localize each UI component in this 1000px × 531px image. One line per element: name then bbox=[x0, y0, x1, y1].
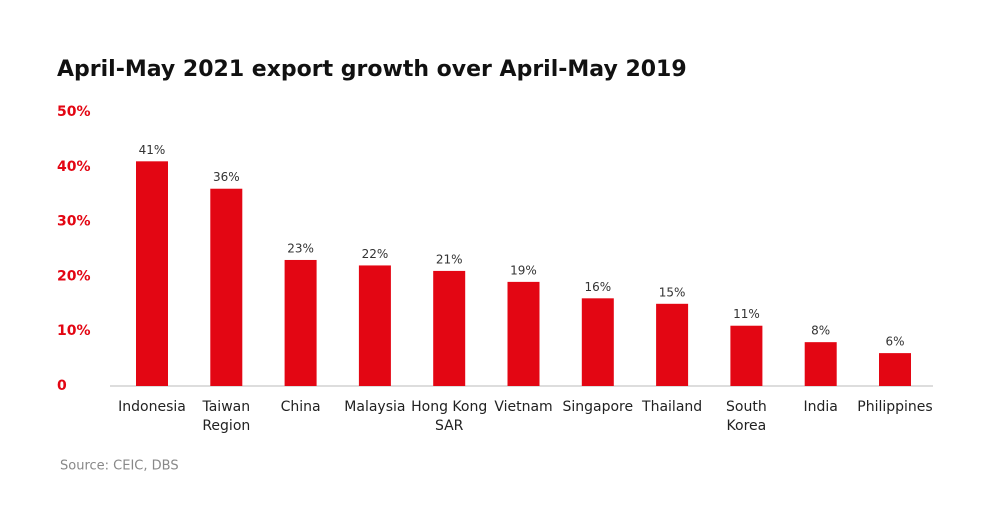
x-tick-label: Singapore bbox=[562, 399, 634, 415]
y-tick-label: 0 bbox=[57, 378, 67, 394]
value-label: 22% bbox=[362, 247, 389, 261]
value-label: 16% bbox=[584, 280, 611, 294]
value-label: 21% bbox=[436, 252, 463, 266]
bar bbox=[358, 265, 391, 386]
bar bbox=[210, 188, 243, 386]
bar bbox=[804, 342, 837, 386]
y-tick-label: 30% bbox=[57, 214, 91, 230]
x-tick-label: Hong Kong SAR bbox=[411, 399, 488, 434]
value-label: 19% bbox=[510, 263, 537, 277]
x-tick-label: South Korea bbox=[726, 399, 767, 434]
value-label: 36% bbox=[213, 170, 240, 184]
bar bbox=[284, 259, 317, 386]
x-tick-label: Philippines bbox=[857, 399, 933, 415]
bar bbox=[730, 325, 763, 386]
x-tick-label: Indonesia bbox=[118, 399, 186, 415]
y-tick-label: 40% bbox=[57, 159, 91, 175]
value-label: 6% bbox=[885, 335, 904, 349]
value-label: 8% bbox=[811, 324, 830, 338]
x-tick-label: Vietnam bbox=[494, 399, 553, 415]
bar bbox=[433, 270, 466, 386]
bar bbox=[136, 161, 168, 386]
value-label: 41% bbox=[139, 143, 166, 157]
value-label: 11% bbox=[733, 307, 760, 321]
x-tick-label: Taiwan Region bbox=[202, 399, 251, 434]
value-label: 23% bbox=[287, 241, 314, 255]
x-tick-label: India bbox=[803, 399, 838, 415]
bar bbox=[581, 298, 614, 386]
bar bbox=[879, 353, 911, 386]
bar bbox=[507, 281, 540, 386]
x-tick-label: China bbox=[280, 399, 321, 415]
source: Source: CEIC, DBS bbox=[60, 459, 179, 474]
x-tick-label: Thailand bbox=[642, 399, 703, 415]
bar bbox=[656, 303, 689, 386]
y-tick-label: 50% bbox=[57, 104, 91, 120]
value-label: 15% bbox=[659, 285, 686, 299]
y-tick-label: 10% bbox=[57, 323, 91, 339]
chart-title: April-May 2021 export growth over April-… bbox=[57, 57, 687, 82]
y-tick-label: 20% bbox=[57, 268, 91, 284]
x-tick-label: Malaysia bbox=[344, 399, 406, 415]
